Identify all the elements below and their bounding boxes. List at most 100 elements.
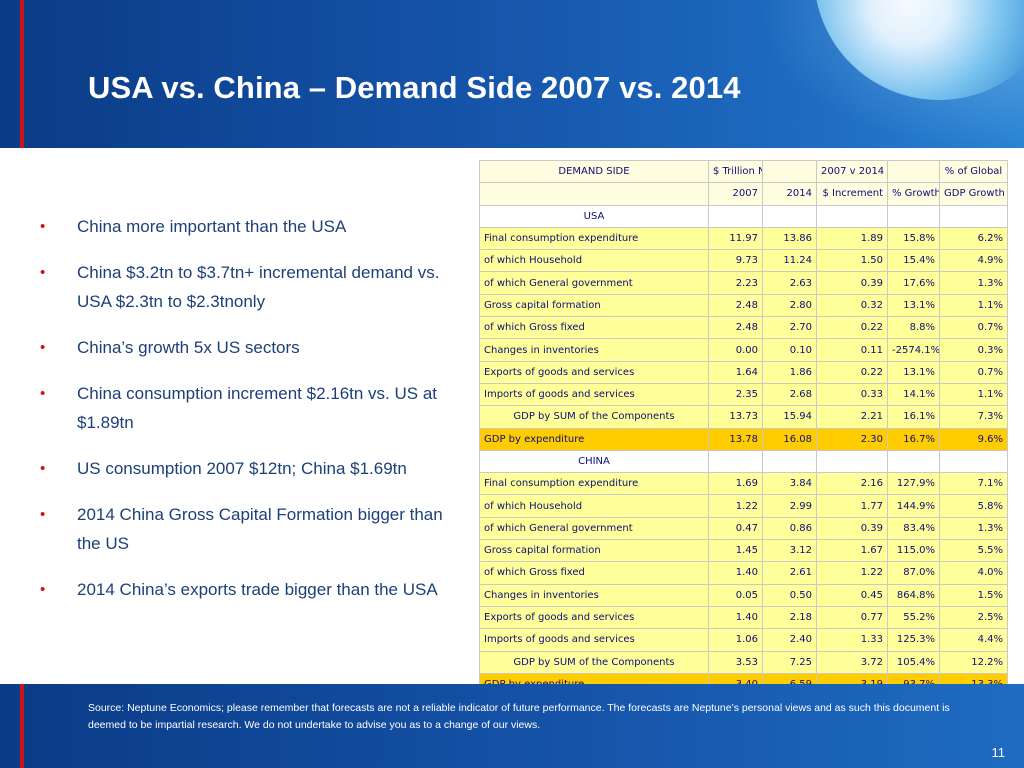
table-row: of which Household 9.73 11.24 1.50 15.4% 4.9%: [479, 249, 1008, 273]
value-cell: 1.5%: [939, 583, 1008, 607]
value-cell: 1.06: [708, 628, 763, 652]
value-cell: 2014: [762, 182, 817, 206]
table-row: Exports of goods and services 1.40 2.18 0.7…: [479, 605, 1008, 630]
value-cell: 2.35: [708, 382, 763, 407]
value-cell: 14.1%: [887, 382, 940, 407]
value-cell: 1.22: [816, 561, 888, 585]
row-label-cell: Imports of goods and services: [479, 628, 709, 652]
value-cell: 864.8%: [887, 583, 940, 607]
empty-cell: [708, 204, 763, 228]
value-cell: 13.73: [708, 405, 763, 429]
value-cell: 1.40: [708, 605, 763, 630]
value-cell: 2.70: [762, 316, 817, 340]
value-cell: 2.23: [708, 271, 763, 295]
value-cell: 1.86: [762, 360, 817, 384]
bullet-text: US consumption 2007 $12tn; China $1.69tn: [77, 459, 407, 478]
bullet-text: China consumption increment $2.16tn vs. …: [77, 384, 438, 432]
value-cell: 6.2%: [939, 226, 1008, 251]
slide-header: [0, 0, 1024, 148]
value-cell: 2007 v 2014: [816, 159, 888, 184]
value-cell: 0.22: [816, 360, 888, 384]
value-cell: 11.97: [708, 226, 763, 251]
value-cell: % of Global: [939, 159, 1008, 184]
source-note: Source: Neptune Economics; please rememb…: [88, 702, 950, 731]
table-row: of which Gross fixed 2.48 2.70 0.22 8.8% 0.7%: [479, 316, 1008, 340]
empty-cell: [816, 449, 888, 474]
value-cell: 0.47: [708, 516, 763, 541]
value-cell: 5.8%: [939, 494, 1008, 518]
bullet-item: • China consumption increment $2.16tn vs.…: [40, 379, 460, 437]
value-cell: 1.67: [816, 539, 888, 563]
value-cell: 5.5%: [939, 539, 1008, 563]
value-cell: 2.61: [762, 561, 817, 585]
bullet-icon: •: [40, 339, 46, 356]
section-row-china: CHINA: [479, 449, 1008, 474]
value-cell: 0.3%: [939, 338, 1008, 362]
value-cell: 13.86: [762, 226, 817, 251]
empty-cell: [939, 449, 1008, 474]
demand-table-body: DEMAND SIDE$ Trillion Nominal GDP 2007 v …: [479, 159, 1008, 697]
value-cell: 17.6%: [887, 271, 940, 295]
value-cell: 0.45: [816, 583, 888, 607]
value-cell: 9.73: [708, 249, 763, 273]
bullet-icon: •: [40, 506, 46, 523]
row-label-cell: of which Household: [479, 249, 709, 273]
value-cell: 1.64: [708, 360, 763, 384]
value-cell: [887, 159, 940, 184]
bullet-text: 2014 China Gross Capital Formation bigge…: [77, 505, 443, 553]
value-cell: 2.40: [762, 628, 817, 652]
row-label-cell: DEMAND SIDE: [479, 159, 709, 184]
table-row: of which General government 0.47 0.86 0.39 8…: [479, 516, 1008, 541]
footer-accent-line: [20, 684, 24, 768]
row-label-cell: [479, 182, 709, 206]
empty-cell: [887, 449, 940, 474]
value-cell: 7.25: [762, 650, 817, 674]
section-row-usa: USA: [479, 204, 1008, 228]
row-label-cell: Gross capital formation: [479, 293, 709, 318]
value-cell: 2.68: [762, 382, 817, 407]
table-row: Changes in inventories 0.00 0.10 0.11 -2574.…: [479, 338, 1008, 362]
value-cell: 2.5%: [939, 605, 1008, 630]
row-label-cell: of which General government: [479, 516, 709, 541]
value-cell: 9.6%: [939, 427, 1008, 451]
value-cell: 8.8%: [887, 316, 940, 340]
value-cell: 16.08: [762, 427, 817, 451]
bullet-text: China’s growth 5x US sectors: [77, 338, 300, 357]
header-row: DEMAND SIDE$ Trillion Nominal GDP 2007 v …: [479, 159, 1008, 184]
table-row: Exports of goods and services 1.64 1.86 0.2…: [479, 360, 1008, 384]
bullet-icon: •: [40, 385, 46, 402]
value-cell: 2.48: [708, 316, 763, 340]
value-cell: 1.3%: [939, 516, 1008, 541]
value-cell: 2.18: [762, 605, 817, 630]
demand-side-table: DEMAND SIDE$ Trillion Nominal GDP 2007 v …: [479, 159, 1008, 697]
table-row: Gross capital formation 2.48 2.80 0.32 13.1%…: [479, 293, 1008, 318]
empty-cell: [887, 204, 940, 228]
value-cell: 0.11: [816, 338, 888, 362]
value-cell: 7.3%: [939, 405, 1008, 429]
value-cell: 0.7%: [939, 316, 1008, 340]
value-cell: 15.8%: [887, 226, 940, 251]
empty-cell: [939, 204, 1008, 228]
value-cell: 115.0%: [887, 539, 940, 563]
table-row: of which Gross fixed 1.40 2.61 1.22 87.0% 4.0…: [479, 561, 1008, 585]
value-cell: 2.30: [816, 427, 888, 451]
value-cell: 2.16: [816, 472, 888, 496]
value-cell: 2.63: [762, 271, 817, 295]
row-label-cell: Exports of goods and services: [479, 360, 709, 384]
value-cell: 1.33: [816, 628, 888, 652]
value-cell: 15.4%: [887, 249, 940, 273]
row-label-cell: of which Household: [479, 494, 709, 518]
value-cell: 144.9%: [887, 494, 940, 518]
value-cell: 1.89: [816, 226, 888, 251]
row-label-cell: Changes in inventories: [479, 338, 709, 362]
value-cell: 0.50: [762, 583, 817, 607]
slide-footer: [0, 684, 1024, 768]
row-label-cell: Final consumption expenditure: [479, 472, 709, 496]
value-cell: 3.72: [816, 650, 888, 674]
value-cell: 0.00: [708, 338, 763, 362]
row-label-cell: Gross capital formation: [479, 539, 709, 563]
table-row: of which Household 1.22 2.99 1.77 144.9% 5.8%: [479, 494, 1008, 518]
value-cell: 16.1%: [887, 405, 940, 429]
value-cell: 2.80: [762, 293, 817, 318]
value-cell: 1.1%: [939, 293, 1008, 318]
